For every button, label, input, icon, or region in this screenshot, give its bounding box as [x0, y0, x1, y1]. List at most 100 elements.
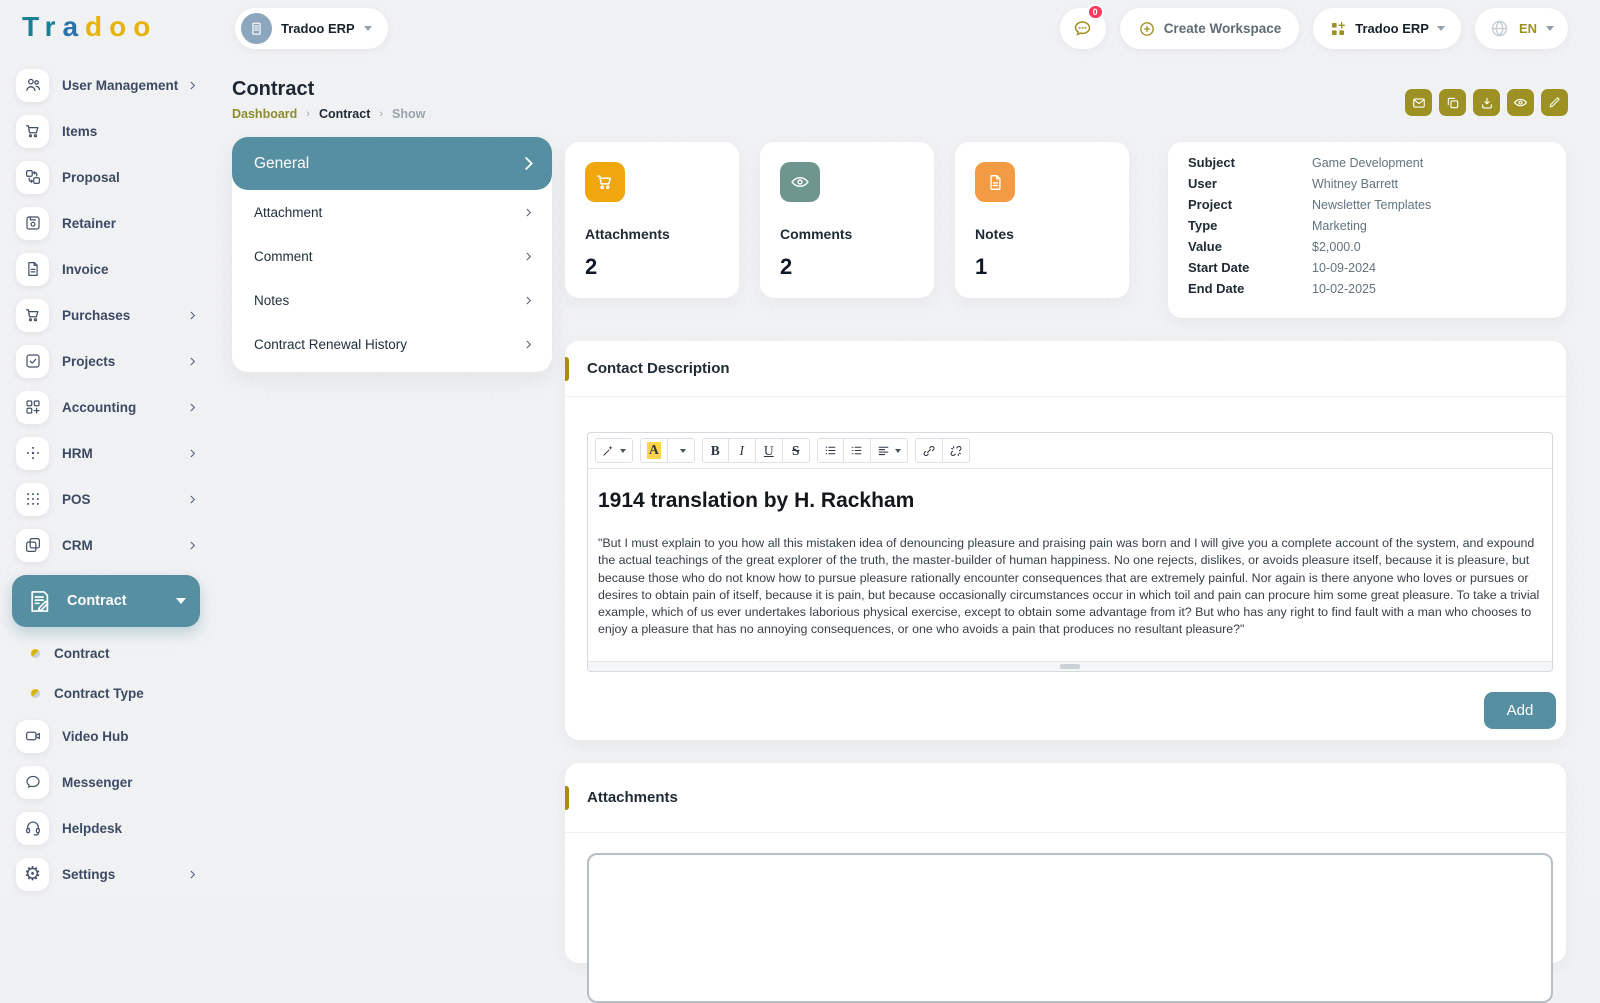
workspace-selector[interactable]: Tradoo ERP — [235, 8, 388, 49]
sidebar-item-invoice[interactable]: Invoice — [0, 246, 212, 292]
sidebar-item-proposal[interactable]: Proposal — [0, 154, 212, 200]
sidebar-item-accounting[interactable]: Accounting — [0, 384, 212, 430]
tab-attachment[interactable]: Attachment — [232, 190, 552, 234]
check-square-icon — [16, 344, 49, 378]
bold-button[interactable]: B — [701, 438, 729, 463]
language-selector[interactable]: EN — [1474, 8, 1568, 49]
sidebar-item-retainer[interactable]: Retainer — [0, 200, 212, 246]
attachments-dropzone[interactable] — [587, 853, 1553, 1003]
topbar: Tradoo Tradoo ERP 0 Create Workspace Tra… — [0, 0, 1600, 58]
scrollbar-thumb[interactable] — [1060, 664, 1080, 669]
chat-button[interactable]: 0 — [1059, 4, 1106, 49]
section-title: Contact Description — [565, 341, 1566, 397]
breadcrumb-contract[interactable]: Contract — [318, 107, 371, 121]
tab-notes[interactable]: Notes — [232, 278, 552, 322]
mail-icon — [1412, 97, 1425, 108]
language-label: EN — [1518, 21, 1537, 36]
detail-row: End Date 10-02-2025 — [1188, 281, 1376, 296]
headset-icon — [16, 811, 49, 845]
sidebar-item-user-management[interactable]: User Management — [0, 62, 212, 108]
sidebar-item-helpdesk[interactable]: Helpdesk — [0, 805, 212, 851]
sidebar-item-pos[interactable]: POS — [0, 476, 212, 522]
editor-horizontal-scrollbar[interactable] — [588, 661, 1552, 671]
chevron-right-icon — [190, 495, 196, 503]
download-button[interactable] — [1473, 89, 1500, 116]
stats-row: Attachments 2 Comments 2 Notes 1 Subject… — [565, 142, 1566, 318]
paragraph-align-button[interactable] — [870, 438, 908, 463]
underline-button[interactable]: U — [755, 438, 783, 463]
save-icon — [16, 206, 49, 240]
ordered-list-button[interactable] — [843, 438, 871, 463]
grid-plus-icon — [16, 390, 49, 424]
contact-description-card: Contact Description A B I U S — [565, 341, 1566, 740]
unordered-list-icon — [825, 446, 836, 455]
page-title: Contract — [232, 78, 315, 100]
unlink-icon — [950, 445, 962, 456]
sidebar-item-video-hub[interactable]: Video Hub — [0, 713, 212, 759]
sidebar-item-settings[interactable]: ⚙ Settings — [0, 851, 212, 897]
sidebar-subitem-contract[interactable]: Contract — [0, 633, 212, 673]
mail-button[interactable] — [1405, 89, 1432, 116]
tab-comment[interactable]: Comment — [232, 234, 552, 278]
link-button[interactable] — [914, 438, 943, 463]
sidebar-item-contract-active[interactable]: Contract — [12, 575, 200, 627]
unlink-button[interactable] — [942, 438, 970, 463]
cart-icon — [16, 114, 49, 148]
editor-paragraph: "But I must explain to you how all this … — [598, 536, 1540, 637]
breadcrumb-dashboard[interactable]: Dashboard — [232, 107, 298, 121]
cart-icon — [16, 298, 49, 332]
eye-icon — [780, 162, 820, 202]
chat-bubble-icon — [16, 765, 49, 799]
users-icon — [16, 68, 49, 102]
page-actions — [1405, 89, 1568, 116]
sidebar-item-projects[interactable]: Projects — [0, 338, 212, 384]
sidebar-subitem-contract-type[interactable]: Contract Type — [0, 673, 212, 713]
font-color-button[interactable]: A — [640, 438, 668, 463]
font-color-dropdown[interactable] — [667, 438, 695, 463]
workspace-switch-label: Tradoo ERP — [1355, 21, 1429, 36]
sidebar-item-purchases[interactable]: Purchases — [0, 292, 212, 338]
detail-row: User Whitney Barrett — [1188, 176, 1399, 191]
unordered-list-button[interactable] — [816, 438, 844, 463]
create-workspace-button[interactable]: Create Workspace — [1119, 8, 1300, 49]
chevron-right-icon — [526, 208, 532, 216]
chat-bubble-icon — [1074, 21, 1091, 36]
bullet-icon — [31, 688, 40, 698]
chevron-right-icon — [190, 449, 196, 457]
workspace-switch-button[interactable]: Tradoo ERP — [1313, 8, 1461, 49]
magic-style-button[interactable] — [595, 438, 633, 463]
editor-content[interactable]: 1914 translation by H. Rackham "But I mu… — [588, 469, 1552, 661]
stat-value: 2 — [585, 254, 598, 279]
sidebar-item-items[interactable]: Items — [0, 108, 212, 154]
edit-button[interactable] — [1541, 89, 1568, 116]
logo-letter: o — [133, 11, 158, 42]
chevron-right-icon — [190, 81, 196, 89]
tab-general[interactable]: General — [232, 137, 552, 190]
add-button[interactable]: Add — [1484, 692, 1556, 729]
logo-letter: d — [85, 11, 110, 42]
stat-label: Comments — [780, 226, 853, 242]
tab-contract-renewal-history[interactable]: Contract Renewal History — [232, 322, 552, 366]
chevron-right-icon — [190, 311, 196, 319]
logo-letter: a — [62, 11, 86, 42]
download-icon — [1481, 97, 1492, 109]
detail-row: Type Marketing — [1188, 218, 1367, 233]
ordered-list-icon — [851, 446, 862, 455]
sidebar-item-crm[interactable]: CRM — [0, 522, 212, 568]
chevron-down-icon — [176, 598, 186, 604]
pencil-icon — [1549, 97, 1560, 108]
sidebar-item-messenger[interactable]: Messenger — [0, 759, 212, 805]
sidebar-item-hrm[interactable]: HRM — [0, 430, 212, 476]
globe-icon — [1491, 20, 1508, 37]
contract-pen-icon — [31, 590, 49, 612]
copy-button[interactable] — [1439, 89, 1466, 116]
workspace-avatar — [241, 13, 272, 44]
chevron-right-icon — [190, 541, 196, 549]
chevron-right-icon — [190, 357, 196, 365]
workspace-grid-icon — [1332, 21, 1346, 35]
strikethrough-button[interactable]: S — [782, 438, 810, 463]
italic-button[interactable]: I — [728, 438, 756, 463]
view-button[interactable] — [1507, 89, 1534, 116]
stat-card-attachments: Attachments 2 — [565, 142, 739, 298]
bullet-icon — [31, 648, 40, 658]
